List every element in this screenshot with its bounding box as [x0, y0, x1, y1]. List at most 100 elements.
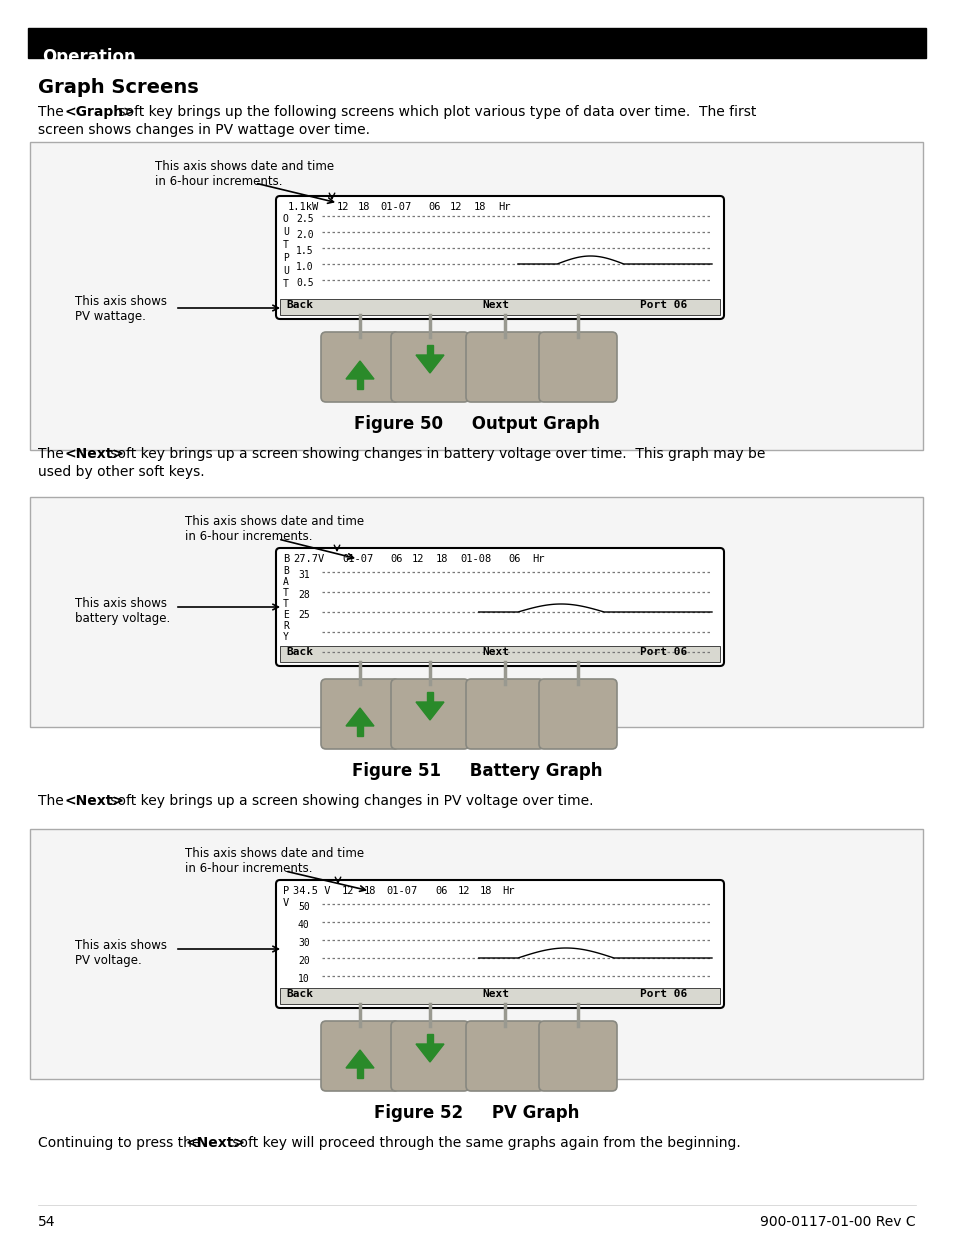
Bar [30, 142, 923, 450]
Text: Graph Screens: Graph Screens [38, 78, 198, 98]
FancyBboxPatch shape [465, 1021, 543, 1091]
Text: Back: Back [286, 989, 313, 999]
Text: Port 06: Port 06 [639, 647, 686, 657]
Text: Port 06: Port 06 [639, 989, 686, 999]
Text: B: B [283, 566, 289, 576]
Text: T: T [283, 279, 289, 289]
Polygon shape [416, 354, 443, 373]
Text: Continuing to press the: Continuing to press the [38, 1136, 205, 1150]
Text: 40: 40 [297, 920, 310, 930]
Text: The: The [38, 105, 68, 119]
Text: Y: Y [283, 632, 289, 642]
Text: in 6-hour increments.: in 6-hour increments. [185, 530, 313, 543]
FancyBboxPatch shape [538, 332, 617, 403]
Text: Hr: Hr [501, 885, 514, 897]
Text: Next: Next [481, 647, 509, 657]
Text: Back: Back [286, 300, 313, 310]
Text: Next: Next [481, 300, 509, 310]
Text: 34.5 V: 34.5 V [293, 885, 330, 897]
FancyBboxPatch shape [465, 679, 543, 748]
FancyBboxPatch shape [275, 196, 723, 319]
Text: U: U [283, 227, 289, 237]
Text: P: P [283, 253, 289, 263]
Bar [280, 299, 720, 315]
Text: 06: 06 [507, 555, 520, 564]
Text: R: R [283, 621, 289, 631]
Text: 18: 18 [364, 885, 376, 897]
Text: 12: 12 [457, 885, 470, 897]
Text: O: O [283, 214, 289, 224]
Text: 12: 12 [336, 203, 349, 212]
FancyBboxPatch shape [538, 1021, 617, 1091]
Text: V: V [283, 898, 289, 908]
Bar [280, 988, 720, 1004]
Text: 28: 28 [297, 590, 310, 600]
Text: 1.1kW: 1.1kW [288, 203, 319, 212]
Text: Figure 52     PV Graph: Figure 52 PV Graph [374, 1104, 579, 1123]
Text: The: The [38, 447, 68, 461]
Text: screen shows changes in PV wattage over time.: screen shows changes in PV wattage over … [38, 124, 370, 137]
Text: 0.5: 0.5 [295, 278, 314, 288]
Text: This axis shows date and time: This axis shows date and time [154, 161, 334, 173]
Bar [30, 496, 923, 727]
Text: 12: 12 [450, 203, 462, 212]
Text: A: A [283, 577, 289, 587]
FancyBboxPatch shape [275, 881, 723, 1008]
Text: 20: 20 [297, 956, 310, 966]
Text: 2.5: 2.5 [295, 214, 314, 224]
FancyBboxPatch shape [391, 679, 469, 748]
Text: 1.5: 1.5 [295, 246, 314, 256]
Polygon shape [427, 1034, 433, 1044]
Text: <Next>: <Next> [64, 447, 124, 461]
Text: P: P [283, 885, 289, 897]
Text: Operation: Operation [42, 48, 135, 65]
FancyBboxPatch shape [465, 332, 543, 403]
Bar [280, 646, 720, 662]
Polygon shape [356, 379, 363, 389]
Text: This axis shows date and time: This axis shows date and time [185, 847, 364, 860]
Text: T: T [283, 240, 289, 249]
Text: U: U [283, 266, 289, 275]
Bar [30, 829, 923, 1079]
Text: 18: 18 [436, 555, 448, 564]
Polygon shape [427, 345, 433, 354]
Text: 18: 18 [479, 885, 492, 897]
Text: 50: 50 [297, 902, 310, 911]
FancyBboxPatch shape [275, 548, 723, 666]
Polygon shape [416, 1044, 443, 1062]
Text: The: The [38, 794, 68, 808]
Text: 18: 18 [357, 203, 370, 212]
Text: 900-0117-01-00 Rev C: 900-0117-01-00 Rev C [760, 1215, 915, 1229]
Text: 01-07: 01-07 [379, 203, 411, 212]
Text: E: E [283, 610, 289, 620]
Polygon shape [346, 708, 374, 726]
Polygon shape [346, 1050, 374, 1068]
Text: 06: 06 [435, 885, 447, 897]
Text: T: T [283, 588, 289, 598]
Text: PV voltage.: PV voltage. [75, 953, 142, 967]
FancyBboxPatch shape [320, 332, 398, 403]
Text: 10: 10 [297, 974, 310, 984]
Polygon shape [346, 361, 374, 379]
Text: This axis shows date and time: This axis shows date and time [185, 515, 364, 529]
Text: <Next>: <Next> [64, 794, 124, 808]
Text: Hr: Hr [532, 555, 544, 564]
Text: 31: 31 [297, 571, 310, 580]
Bar [28, 28, 925, 58]
Polygon shape [356, 1068, 363, 1078]
FancyBboxPatch shape [320, 1021, 398, 1091]
Text: PV wattage.: PV wattage. [75, 310, 146, 324]
Text: 06: 06 [428, 203, 440, 212]
Text: 12: 12 [412, 555, 424, 564]
Text: This axis shows: This axis shows [75, 939, 167, 952]
Text: T: T [283, 599, 289, 609]
Text: soft key brings up a screen showing changes in PV voltage over time.: soft key brings up a screen showing chan… [106, 794, 593, 808]
Text: soft key brings up a screen showing changes in battery voltage over time.  This : soft key brings up a screen showing chan… [106, 447, 764, 461]
Text: in 6-hour increments.: in 6-hour increments. [154, 175, 282, 188]
FancyBboxPatch shape [391, 1021, 469, 1091]
Text: 1.0: 1.0 [295, 262, 314, 272]
Text: battery voltage.: battery voltage. [75, 613, 170, 625]
Text: in 6-hour increments.: in 6-hour increments. [185, 862, 313, 876]
Polygon shape [416, 701, 443, 720]
Text: 54: 54 [38, 1215, 55, 1229]
